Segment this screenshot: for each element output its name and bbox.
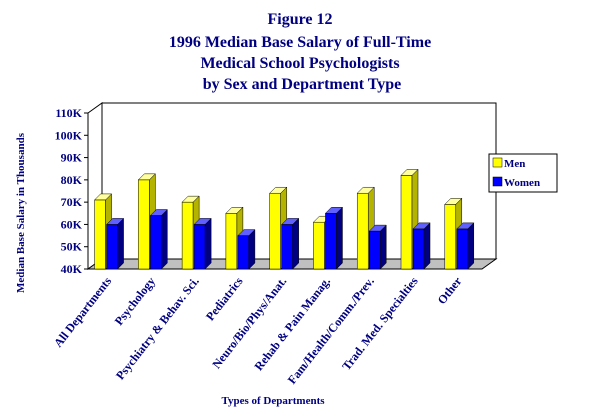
bar-women	[412, 222, 431, 270]
y-tick-label: 110K	[55, 106, 82, 120]
legend-label-men: Men	[504, 158, 525, 170]
x-tick-label: Psychology	[112, 274, 158, 328]
bar-women	[149, 208, 168, 270]
x-tick-label: Trad. Med. Specialties	[339, 274, 421, 373]
bar-women	[368, 224, 387, 270]
y-tick-label: 90K	[61, 151, 83, 165]
y-axis-label: Median Base Salary in Thousands	[15, 132, 27, 293]
x-tick-label: Psychiatry & Behav. Sci.	[113, 274, 202, 382]
bars-group	[93, 168, 475, 270]
y-tick-label: 40K	[61, 262, 83, 276]
x-tick-label: Pediatrics	[203, 274, 246, 323]
bar-women	[456, 222, 475, 270]
chart-title: Figure 12 1996 Median Base Salary of Full…	[169, 11, 431, 93]
y-tick-label: 70K	[61, 195, 83, 209]
y-tick-label: 100K	[55, 128, 83, 142]
legend-swatch-men	[492, 157, 503, 168]
y-tick-label: 80K	[61, 173, 83, 187]
bar-women	[105, 217, 125, 270]
legend-label-women: Women	[504, 177, 540, 189]
legend-swatch-women	[492, 176, 503, 187]
bar-women	[193, 217, 212, 270]
bar-women	[281, 217, 300, 270]
chart-title-line: 1996 Median Base Salary of Full-Time	[169, 34, 431, 51]
bar-women	[324, 206, 344, 270]
x-tick-label: Other	[435, 274, 465, 307]
x-tick-label: All Departments	[51, 274, 115, 350]
chart-title-line: by Sex and Department Type	[203, 76, 402, 93]
x-tick-label: Neuro/Bio/Phys/Anat.	[209, 274, 289, 371]
x-tick-label: Rehab & Pain Manag.	[252, 274, 334, 373]
x-axis-label: Types of Departments	[221, 395, 325, 407]
legend: Men Women	[488, 153, 558, 193]
chart-title-line: Figure 12	[267, 11, 332, 28]
bar-women	[237, 228, 256, 270]
y-tick-label: 60K	[61, 217, 83, 231]
chart-title-line: Medical School Psychologists	[200, 55, 399, 72]
y-tick-label: 50K	[61, 240, 83, 254]
x-tick-label: Fam/Health/Comm./Prev.	[285, 274, 377, 386]
y-axis: 40K 50K 60K 70K 80K 90K 100K 110K	[55, 106, 88, 276]
